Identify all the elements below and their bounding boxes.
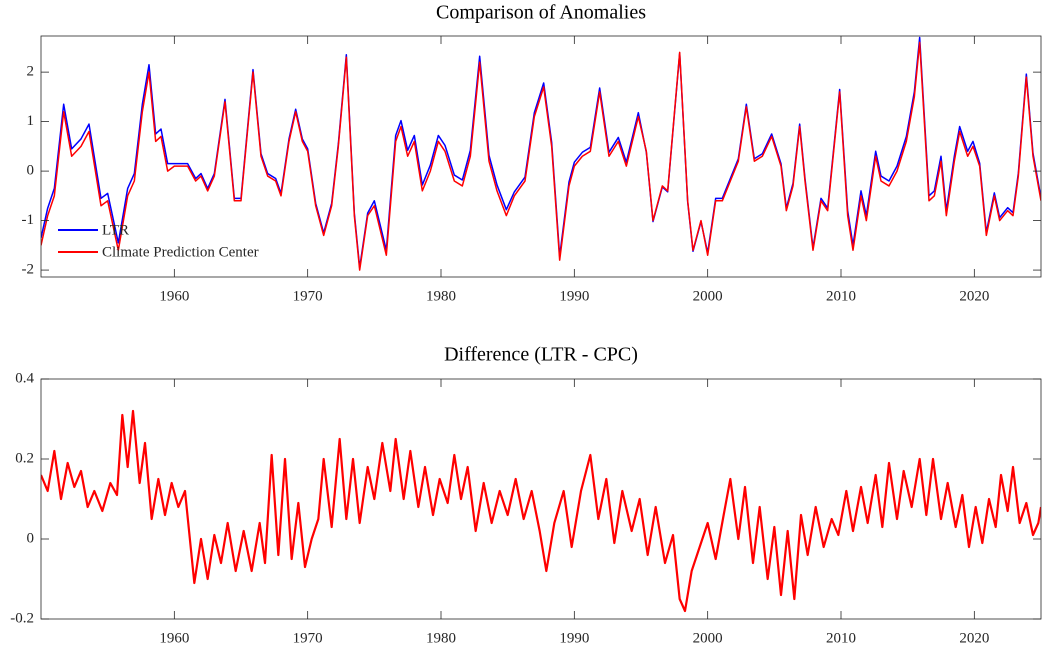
- x-tick-label: 1970: [293, 630, 323, 646]
- y-tick-label: 0: [27, 530, 35, 546]
- legend-label: Climate Prediction Center: [102, 244, 259, 260]
- y-tick-label: 0.2: [15, 450, 34, 466]
- x-tick-label: 2020: [959, 288, 989, 304]
- x-tick-label: 2010: [826, 288, 856, 304]
- series-line: [41, 409, 1041, 613]
- y-tick-label: -1: [22, 212, 35, 228]
- x-tick-label: 1960: [159, 630, 189, 646]
- x-tick-label: 2000: [693, 630, 723, 646]
- y-tick-label: 0: [27, 163, 35, 179]
- axes-box: [40, 378, 1042, 620]
- y-tick-label: 2: [27, 64, 35, 80]
- chart-title: Difference (LTR - CPC): [444, 344, 638, 366]
- axes-box: [40, 35, 1042, 278]
- plot-layer: [41, 36, 1041, 271]
- x-tick-label: 2010: [826, 630, 856, 646]
- plot-area: [41, 379, 1041, 619]
- x-tick-label: 1990: [559, 630, 589, 646]
- y-tick-label: 1: [27, 113, 35, 129]
- chart-title: Comparison of Anomalies: [436, 2, 646, 24]
- y-tick-label: -0.2: [10, 610, 34, 626]
- x-tick-label: 1980: [426, 630, 456, 646]
- y-tick-label: -2: [22, 262, 35, 278]
- plot-layer: [41, 409, 1041, 613]
- x-tick-label: 1990: [559, 288, 589, 304]
- x-tick-label: 1970: [293, 288, 323, 304]
- plot-area: [41, 36, 1041, 277]
- series-line: [41, 41, 1041, 271]
- x-tick-label: 2000: [693, 288, 723, 304]
- x-tick-label: 2020: [959, 630, 989, 646]
- y-tick-label: 0.4: [15, 370, 34, 386]
- legend-label: LTR: [102, 222, 129, 238]
- x-tick-label: 1960: [159, 288, 189, 304]
- x-tick-label: 1980: [426, 288, 456, 304]
